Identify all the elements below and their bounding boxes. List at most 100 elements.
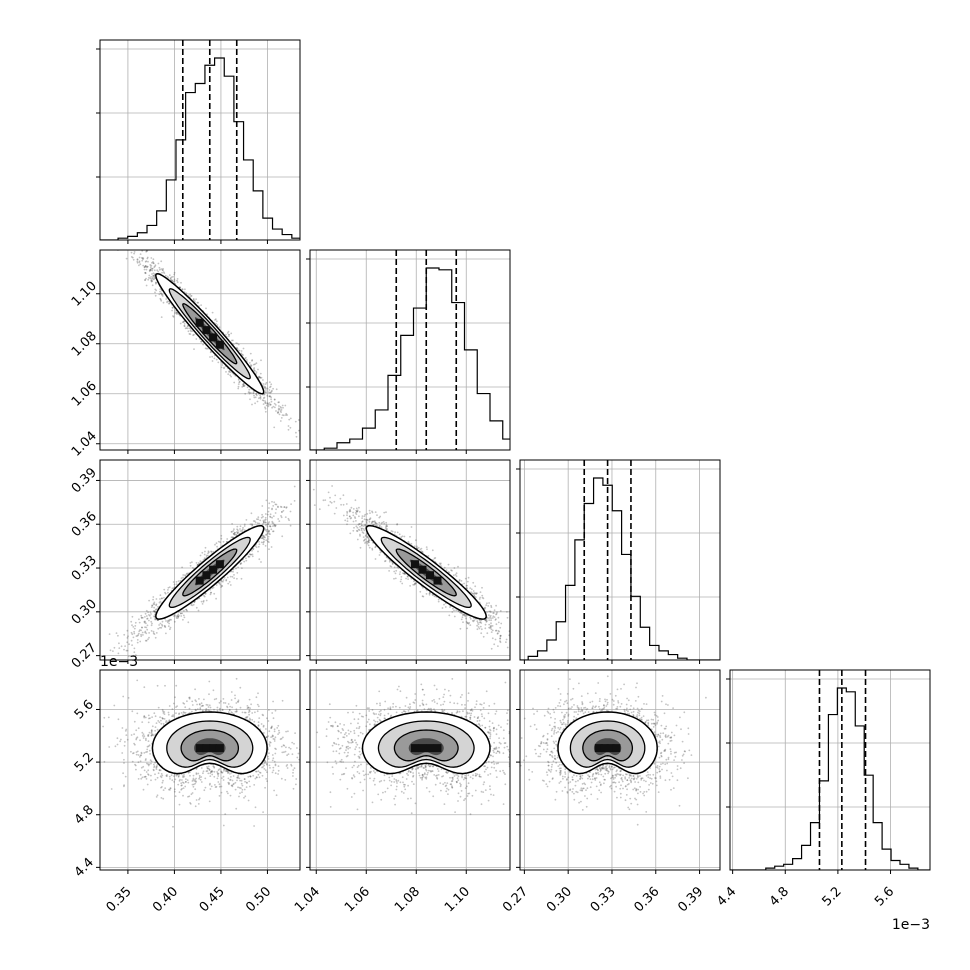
scatter-point [220, 586, 223, 588]
scatter-point [242, 347, 245, 350]
scatter-point [272, 530, 275, 533]
scatter-point [165, 632, 167, 635]
scatter-point [266, 394, 269, 397]
scatter-point [128, 643, 131, 646]
scatter-point [191, 561, 193, 563]
scatter-point [258, 397, 260, 400]
scatter-point [148, 270, 151, 273]
scatter-point [245, 519, 248, 521]
scatter-point [153, 601, 156, 604]
scatter-point [150, 278, 153, 280]
scatter-point [262, 403, 265, 405]
scatter-point [294, 420, 297, 423]
scatter-point [132, 654, 135, 657]
scatter-point [268, 507, 270, 509]
scatter-point [151, 267, 154, 270]
scatter-point [251, 359, 254, 361]
scatter-point [242, 382, 245, 385]
scatter-point [275, 503, 278, 506]
scatter-point [263, 396, 266, 399]
scatter-point [141, 626, 144, 629]
histogram-grid-2 [520, 460, 720, 660]
scatter-point [270, 390, 273, 393]
scatter-point [188, 333, 191, 335]
scatter-point [264, 536, 266, 539]
scatter-point [168, 586, 171, 588]
scatter-point [233, 533, 236, 536]
scatter-point [235, 567, 237, 570]
scatter-point [249, 523, 252, 526]
scatter-point [123, 633, 126, 636]
scatter-point [175, 311, 178, 314]
scatter-point [157, 270, 160, 273]
scatter-point [149, 269, 152, 271]
scatter-point [167, 302, 170, 305]
scatter-point [268, 389, 271, 391]
scatter-point [155, 604, 158, 607]
scatter-point [205, 347, 208, 350]
scatter-point [150, 624, 153, 627]
scatter-point [211, 355, 214, 358]
scatter-point [265, 530, 268, 533]
scatter-point [227, 330, 230, 333]
scatter-point [149, 611, 152, 614]
scatter-point [268, 395, 271, 397]
scatter-point [268, 502, 271, 505]
scatter-point [148, 632, 151, 634]
scatter-point [261, 535, 264, 537]
scatter-point [257, 518, 260, 521]
scatter-point [240, 350, 243, 352]
scatter-point [151, 269, 154, 272]
scatter-point [276, 412, 279, 414]
scatter-point [150, 630, 153, 632]
scatter-point [160, 626, 163, 629]
scatter-point [251, 523, 254, 526]
scatter-point [265, 381, 268, 384]
scatter-point [274, 404, 277, 406]
scatter-point [280, 515, 282, 517]
scatter-point [189, 564, 192, 567]
scatter-point [252, 547, 255, 550]
scatter-point [136, 634, 139, 637]
scatter-point [217, 540, 220, 543]
scatter-point [251, 555, 254, 558]
scatter-point [205, 307, 207, 310]
scatter-point [217, 361, 220, 364]
scatter-point [131, 644, 134, 646]
scatter-point [173, 280, 176, 282]
scatter-point [264, 518, 267, 521]
scatter-point [133, 251, 136, 253]
scatter-point [144, 265, 147, 267]
scatter-point [141, 616, 144, 619]
scatter-point [242, 384, 245, 387]
scatter-point [279, 406, 282, 408]
scatter-point [273, 524, 276, 526]
scatter-point [241, 529, 243, 532]
scatter-point [151, 267, 154, 270]
scatter-point [150, 280, 153, 283]
scatter-point [142, 257, 145, 260]
scatter-point [254, 521, 257, 524]
histogram-frame-0 [99, 39, 301, 241]
scatter-point [148, 619, 150, 622]
scatter-point [138, 630, 141, 633]
scatter-point [288, 519, 290, 522]
histogram-step-3 [730, 687, 930, 870]
scatter-point [148, 276, 150, 279]
scatter-point [259, 519, 262, 522]
scatter-point [154, 288, 157, 291]
scatter-point [148, 274, 151, 277]
scatter-point [161, 620, 164, 623]
scatter-point [289, 510, 292, 513]
scatter-point [159, 290, 161, 293]
scatter-point [168, 620, 170, 622]
scatter-point [215, 320, 218, 323]
scatter-point [159, 622, 162, 625]
scatter-point [176, 615, 179, 617]
scatter-point [233, 531, 236, 534]
scatter-point [259, 372, 262, 375]
scatter-point [250, 392, 252, 394]
scatter-point [152, 278, 154, 280]
scatter-point [243, 560, 246, 563]
scatter-point [295, 431, 297, 434]
